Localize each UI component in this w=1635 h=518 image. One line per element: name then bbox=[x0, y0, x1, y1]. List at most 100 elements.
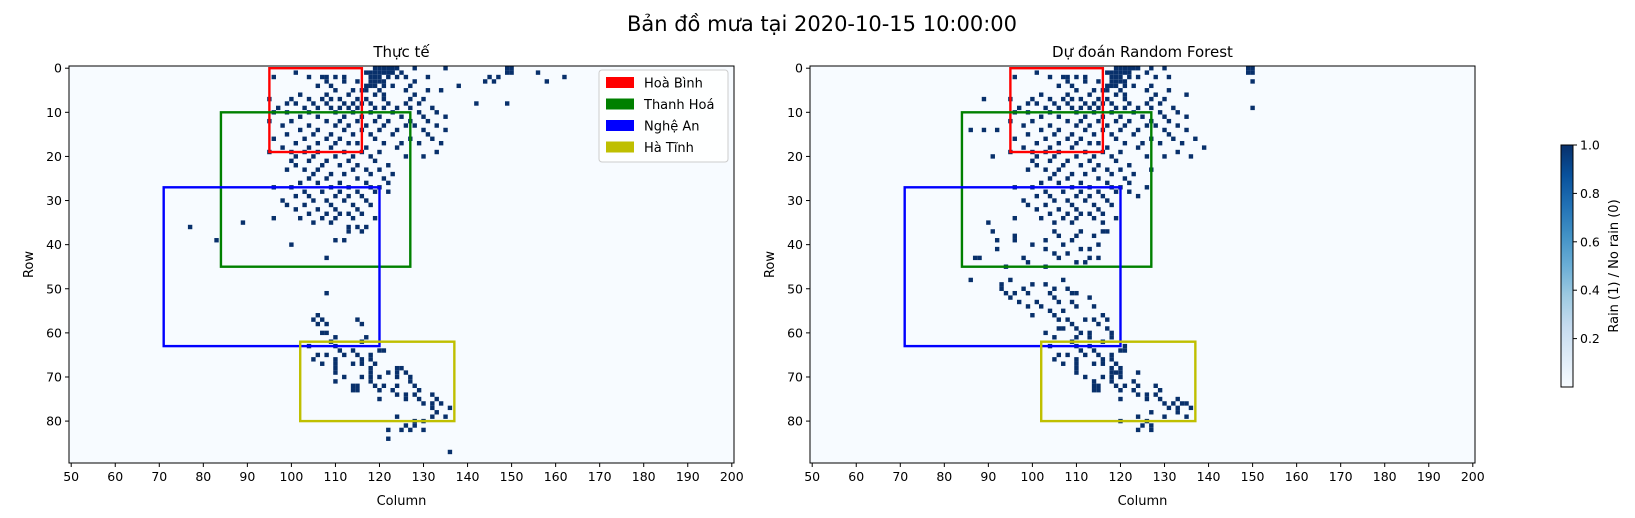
rain-cell bbox=[1118, 396, 1123, 402]
rain-cell bbox=[1122, 140, 1128, 146]
rain-cell bbox=[1144, 185, 1150, 190]
rain-cell bbox=[1074, 290, 1079, 296]
rain-cell bbox=[390, 171, 395, 177]
rain-cell bbox=[372, 361, 378, 366]
rain-cell bbox=[302, 136, 307, 141]
rain-cell bbox=[390, 83, 395, 89]
rain-cell bbox=[293, 70, 298, 75]
rain-cell bbox=[1144, 154, 1150, 159]
rain-cell bbox=[381, 383, 387, 389]
rain-cell bbox=[284, 167, 290, 172]
rain-cell bbox=[1091, 101, 1097, 106]
rain-cell bbox=[509, 66, 514, 71]
region-boxes-prediction bbox=[903, 67, 1197, 423]
rain-cell bbox=[1140, 114, 1145, 119]
rain-cell bbox=[1065, 136, 1070, 141]
rain-cell bbox=[1052, 220, 1057, 225]
rain-cell bbox=[403, 154, 409, 159]
rain-cell bbox=[1113, 92, 1119, 97]
rain-cell bbox=[434, 123, 439, 128]
rain-cell bbox=[342, 171, 347, 177]
rain-cell bbox=[1175, 396, 1180, 402]
rain-cell bbox=[1074, 193, 1079, 199]
rain-cell bbox=[1083, 352, 1088, 358]
rain-cell bbox=[1149, 423, 1154, 428]
rain-cell bbox=[1043, 105, 1048, 111]
rain-cell bbox=[443, 127, 448, 133]
rain-cell bbox=[399, 70, 404, 75]
rain-cell bbox=[1118, 74, 1123, 80]
rain-cell bbox=[364, 145, 369, 150]
legend-label: Thanh Hoá bbox=[643, 98, 714, 113]
legend-label: Hà Tĩnh bbox=[644, 141, 694, 156]
rain-cell bbox=[1179, 401, 1185, 406]
rain-cell bbox=[377, 127, 382, 133]
rain-cell bbox=[386, 66, 391, 71]
rain-cell bbox=[1135, 414, 1141, 419]
rain-cell bbox=[372, 136, 378, 141]
rain-cell bbox=[1122, 348, 1128, 353]
rain-cell bbox=[1122, 176, 1128, 181]
x-axis-label-actual: Column bbox=[377, 494, 427, 509]
region-box-ha-tinh bbox=[1040, 340, 1197, 423]
rain-cell bbox=[1074, 260, 1079, 265]
rain-cell bbox=[306, 193, 312, 199]
rain-cell bbox=[1039, 127, 1044, 133]
rain-cell bbox=[372, 92, 378, 97]
rain-cell bbox=[1109, 379, 1114, 384]
rain-cell bbox=[377, 167, 382, 172]
rain-cell bbox=[364, 70, 369, 75]
rain-cell bbox=[1166, 405, 1172, 411]
rain-cell bbox=[1074, 357, 1079, 362]
rain-cell bbox=[1153, 92, 1158, 97]
rain-cell bbox=[320, 215, 325, 221]
rain-cell bbox=[368, 370, 373, 375]
rain-cell bbox=[1109, 370, 1114, 375]
rain-cell bbox=[377, 396, 382, 402]
rain-cell bbox=[315, 207, 321, 212]
rain-cell bbox=[482, 79, 488, 84]
rain-cell bbox=[315, 105, 321, 111]
rain-cell bbox=[355, 176, 360, 181]
rain-cell bbox=[324, 74, 329, 80]
rain-cell bbox=[372, 383, 378, 389]
rain-cell bbox=[377, 74, 382, 80]
rain-cell bbox=[381, 123, 387, 128]
rain-cell bbox=[1109, 352, 1114, 358]
rain-cell bbox=[1047, 74, 1053, 80]
y-tick-label: 20 bbox=[46, 149, 62, 164]
rain-cell bbox=[1069, 105, 1075, 111]
rain-cell bbox=[381, 92, 387, 97]
rain-cell bbox=[368, 83, 373, 89]
rain-cell bbox=[328, 145, 334, 150]
rain-cell bbox=[298, 92, 303, 97]
rain-cell bbox=[1109, 83, 1114, 89]
rain-cell bbox=[289, 96, 294, 102]
rain-cell bbox=[333, 74, 338, 80]
rain-cell bbox=[1091, 215, 1097, 221]
rain-cell bbox=[981, 127, 987, 133]
rain-cell bbox=[1056, 114, 1062, 119]
rain-cell bbox=[306, 145, 312, 150]
rain-cell bbox=[1122, 83, 1128, 89]
rain-cell bbox=[535, 70, 541, 75]
rain-cell bbox=[399, 427, 404, 433]
y-axis-prediction: 0 10 20 30 40 50 60 70 80 bbox=[787, 61, 810, 429]
rain-cell bbox=[333, 123, 338, 128]
rain-cell bbox=[1065, 198, 1070, 203]
rain-cell bbox=[324, 92, 329, 97]
rain-cell bbox=[315, 352, 321, 358]
rain-cell bbox=[386, 180, 391, 186]
rain-cell bbox=[434, 410, 439, 415]
rain-cell bbox=[1131, 132, 1136, 137]
rain-cell bbox=[438, 88, 444, 93]
x-tick-label: 50 bbox=[63, 469, 79, 484]
rain-cell bbox=[1025, 260, 1031, 265]
rain-cell bbox=[1091, 348, 1097, 353]
rain-cell bbox=[1047, 158, 1053, 164]
rain-cell bbox=[1096, 176, 1101, 181]
rain-cell bbox=[320, 96, 325, 102]
rain-cell bbox=[1100, 374, 1106, 380]
rain-cell bbox=[368, 154, 373, 159]
x-tick-label: 150 bbox=[500, 469, 524, 484]
